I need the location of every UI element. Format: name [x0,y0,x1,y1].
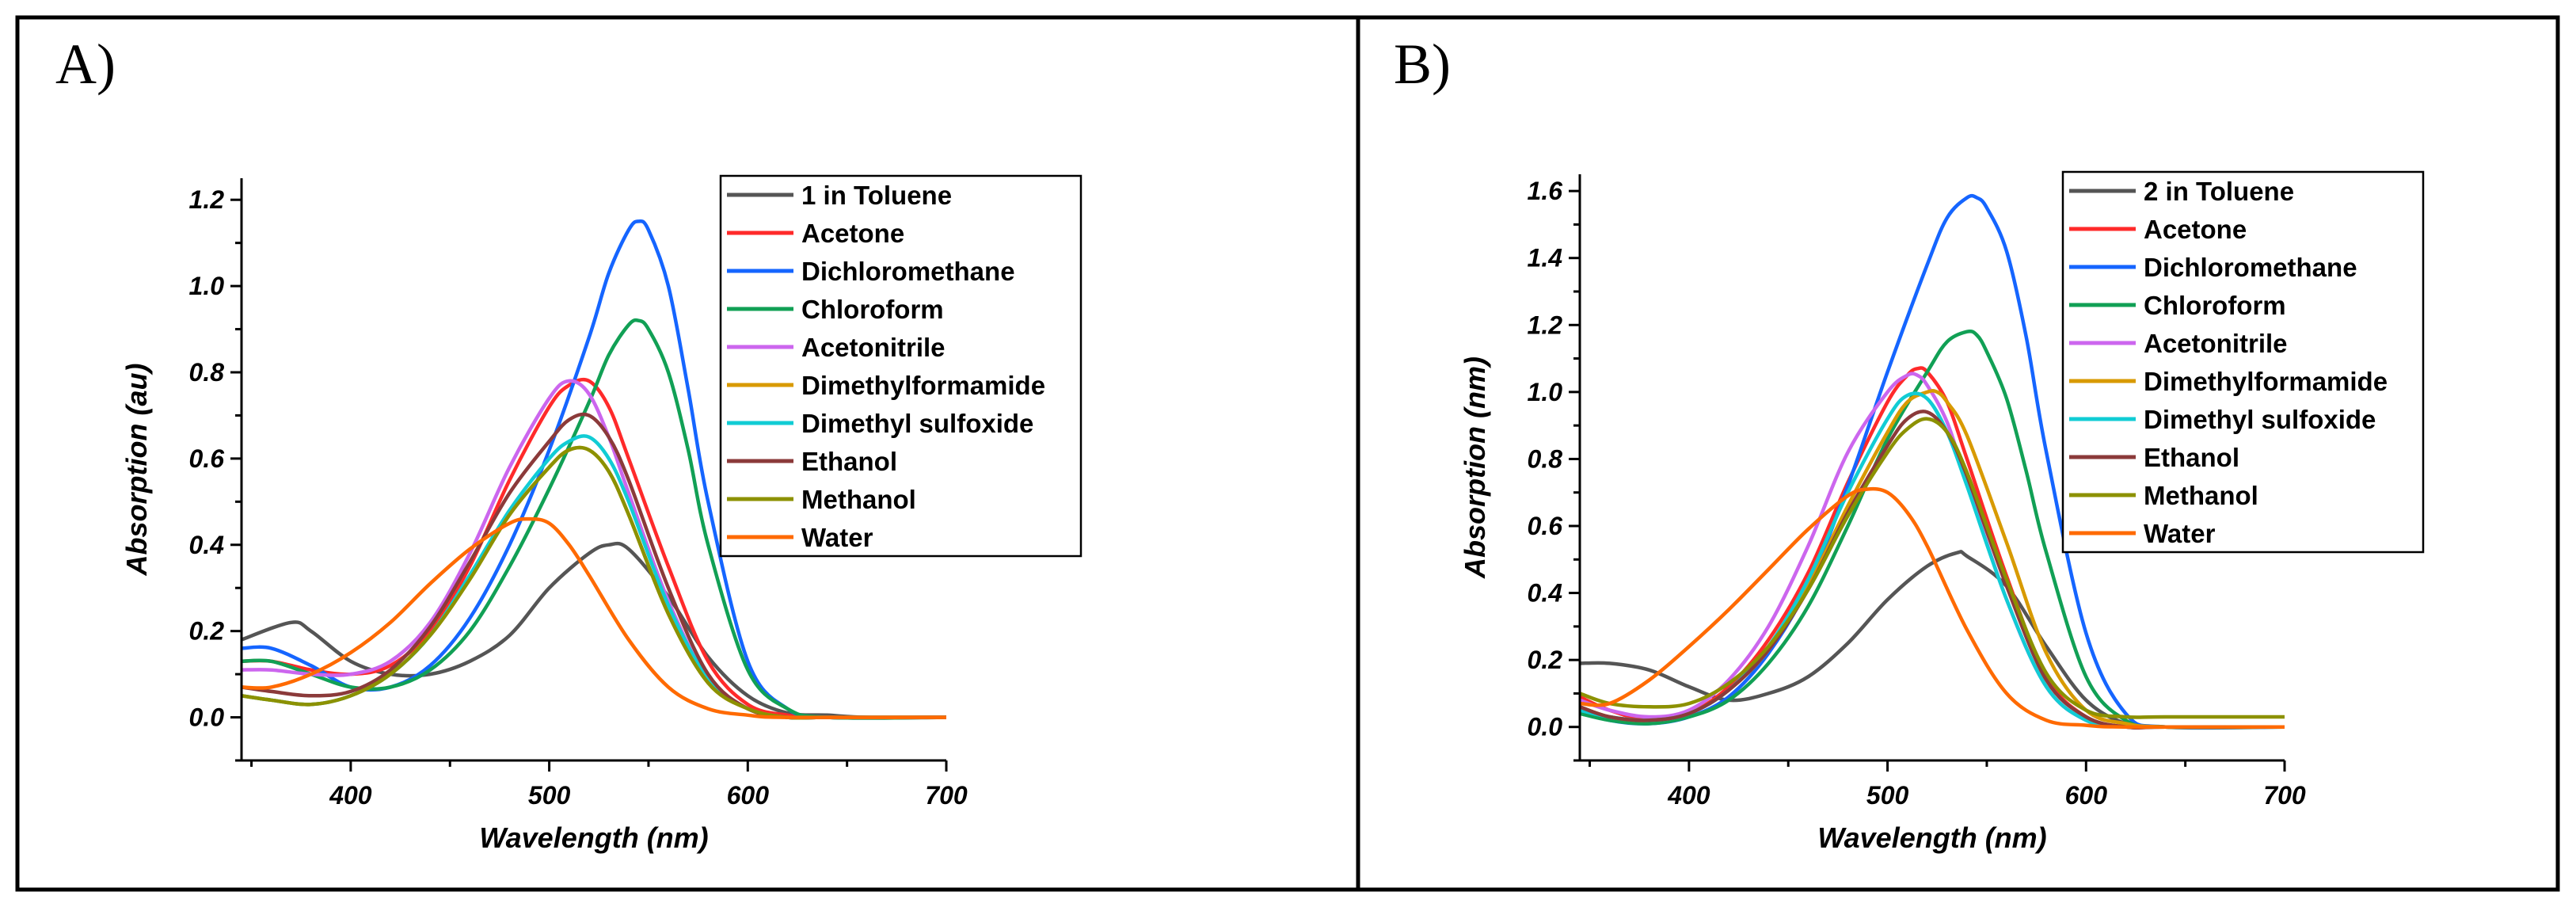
panel-b-line-water [1580,486,2285,730]
panel-b-y-tick-label: 1.0 [1528,378,1563,406]
panel-b-legend-label: Dichloromethane [2144,253,2357,282]
panel-a-y-tick-label: 0.4 [189,531,225,559]
panel-b-legend-label: Water [2144,519,2216,548]
panel-a-legend-label: Dimethylformamide [801,371,1045,400]
panel-a-legend-label: 1 in Toluene [801,181,952,210]
panel-a-y-tick-label: 1.0 [189,272,225,300]
panel-a-legend-box [719,174,1083,558]
panel-a-line-1-in-toluene [242,541,946,720]
panel-b-y-tick-label: 1.4 [1528,244,1563,272]
panel-b-y-tick-label: 0.8 [1528,444,1563,473]
panel-a-y-tick-label: 0.0 [189,703,225,732]
panel-a-y-tick-label: 0.8 [189,358,225,387]
panel-b-legend-label: Acetonitrile [2144,329,2288,358]
panel-a-y-tick-label: 0.6 [189,444,225,473]
panel-b-x-tick-label: 700 [2263,781,2306,810]
panel-a-legend-label: Chloroform [801,295,944,324]
panel-b-y-tick-label: 0.4 [1528,579,1563,608]
panel-a-legend: 1 in Toluene Acetone Dichloromethane Chloro… [719,174,1083,558]
panel-a-legend-label: Acetonitrile [801,333,946,362]
panel-b-y-tick-label: 1.6 [1528,177,1563,205]
panel-a-x-axis-title: Wavelength (nm) [479,821,708,854]
panel-b-line-2-in-toluene [1580,550,2285,730]
panel-a-legend-label: Dichloromethane [801,257,1015,286]
panel-a-x-tick-label: 400 [329,781,372,810]
panel-b-y-tick-label: 0.0 [1528,713,1563,741]
panel-a-series [242,219,946,720]
panel-b-x-tick-label: 400 [1667,781,1710,810]
panel-b-series [1580,193,2285,730]
panel-a-label: A) [55,32,116,96]
panel-b-legend-box [2061,170,2425,554]
panel-b-label: B) [1394,32,1451,96]
panel-b-y-tick-label: 1.2 [1528,311,1563,339]
panel-b-y-axis-title: Absorption (nm) [1459,356,1491,579]
panel-b-frame [1356,15,2560,892]
panel-b-legend-label: Ethanol [2144,443,2239,472]
panel-a-legend-label: Acetone [801,219,904,248]
panel-a-y-tick-label: 0.2 [189,617,225,646]
panel-a-y-tick-label: 1.2 [189,185,225,214]
panel-b-legend-label: Acetone [2144,215,2247,244]
panel-a-legend-label: Methanol [801,485,916,514]
panel-a-x-tick-label: 700 [925,781,968,810]
panel-a-line-water [242,516,946,720]
panel-a-x-tick-label: 600 [727,781,770,810]
panel-b-line-ethanol [1580,410,2285,730]
panel-b-y-tick-label: 0.2 [1528,646,1563,674]
panel-b-line-dichloromethane [1580,193,2285,730]
panel-b-x-tick-label: 500 [1866,781,1909,810]
panel-b-y-tick-label: 0.6 [1528,512,1563,540]
panel-b-legend-label: Methanol [2144,481,2258,510]
panel-b-line-methanol [1580,417,2285,719]
panel-a-y-axis-title: Absorption (au) [120,364,153,577]
panel-a: A) 0.0 0.2 0.4 0.6 0.8 1.0 1.2 400 500 600 700 Wave… [15,15,1360,892]
panel-b-legend: 2 in Toluene Acetone Dichloromethane Chloro… [2061,170,2425,554]
panel-a-line-methanol [242,445,946,720]
panel-b-legend-label: 2 in Toluene [2144,177,2294,206]
panel-b-legend-label: Dimethyl sulfoxide [2144,405,2376,434]
panel-a-x-tick-label: 500 [528,781,571,810]
panel-b-legend-label: Chloroform [2144,291,2286,320]
panel-b-x-axis-title: Wavelength (nm) [1817,821,2046,854]
panel-b-legend-label: Dimethylformamide [2144,367,2388,396]
panel-a-legend-label: Water [801,523,873,552]
panel-a-legend-label: Dimethyl sulfoxide [801,409,1033,438]
panel-b-line-chloroform [1580,329,2285,730]
panel-b-x-tick-label: 600 [2065,781,2108,810]
panel-b: B) 0.0 0.2 0.4 0.6 0.8 1.0 1.2 1.4 1.6 400 500 600 7… [1356,15,2560,892]
panel-a-legend-label: Ethanol [801,447,897,476]
panel-a-line-chloroform [242,318,946,720]
